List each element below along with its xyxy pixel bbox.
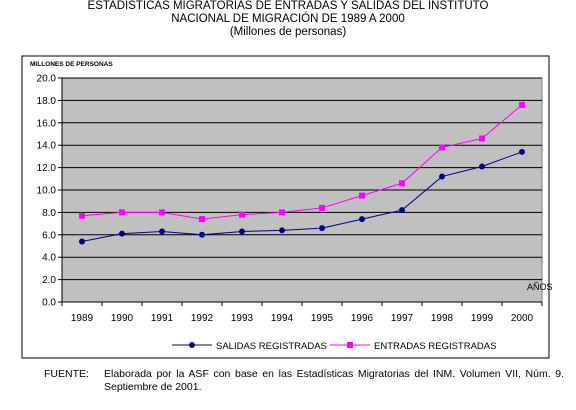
legend-label-salidas: SALIDAS REGISTRADAS	[216, 341, 327, 352]
x-tick-label: 1997	[391, 313, 414, 324]
source-label: FUENTE:	[44, 368, 89, 380]
y-tick-label: 4.0	[42, 253, 56, 264]
data-point-salidas	[439, 173, 445, 180]
data-point-entradas	[199, 216, 205, 223]
data-point-salidas	[199, 231, 205, 238]
y-tick-label: 18.0	[37, 96, 57, 107]
y-tick-label: 10.0	[37, 186, 57, 197]
data-point-salidas	[159, 228, 165, 235]
x-tick-label: 1989	[71, 313, 94, 324]
y-tick-label: 12.0	[37, 163, 57, 174]
x-tick-label: 1994	[271, 313, 294, 324]
chart-title-block: ESTADÍSTICAS MIGRATORIAS DE ENTRADAS Y S…	[0, 0, 576, 39]
chart-title-line-2: NACIONAL DE MIGRACIÓN DE 1989 A 2000	[171, 13, 405, 25]
y-tick-label: 14.0	[37, 141, 57, 152]
source-text: Elaborada por la ASF con base en las Est…	[104, 368, 564, 393]
data-point-salidas	[359, 216, 365, 223]
data-point-entradas	[479, 135, 485, 142]
y-tick-label: 6.0	[42, 230, 56, 241]
data-point-salidas	[119, 230, 125, 237]
x-axis-ticks: 1989 1990 1991 1992 1993 1994 1995 1996 1997 1998…	[61, 78, 543, 324]
data-point-salidas	[519, 148, 525, 155]
y-tick-label: 2.0	[42, 275, 56, 286]
y-tick-label: 0.0	[42, 298, 56, 309]
legend: SALIDAS REGISTRADAS ENTRADAS REGISTRADAS	[172, 341, 496, 352]
x-axis-label: AÑOS	[527, 282, 553, 292]
data-point-salidas	[319, 225, 325, 232]
data-point-salidas	[479, 163, 485, 170]
y-axis-ticks: 0.0 2.0 4.0 6.0 8.0 10.0 12.0 14.0 16.0 18.0 20.0	[37, 74, 62, 309]
data-point-entradas	[519, 101, 525, 108]
y-tick-label: 20.0	[37, 74, 57, 85]
x-tick-label: 1998	[431, 313, 454, 324]
chart-title-line-1: ESTADÍSTICAS MIGRATORIAS DE ENTRADAS Y S…	[87, 0, 489, 12]
x-tick-label: 2000	[511, 313, 534, 324]
x-tick-label: 1992	[191, 313, 214, 324]
legend-marker-entradas	[347, 342, 353, 348]
data-point-entradas	[239, 211, 245, 218]
y-tick-label: 8.0	[42, 208, 56, 219]
y-axis-label: MILLONES DE PERSONAS	[30, 61, 113, 68]
data-point-entradas	[159, 209, 165, 216]
data-point-salidas	[399, 207, 405, 214]
data-point-entradas	[399, 180, 405, 187]
series-line-entradas	[81, 104, 523, 220]
x-tick-label: 1999	[471, 313, 494, 324]
legend-marker-salidas	[189, 342, 195, 348]
y-tick-label: 16.0	[37, 118, 57, 129]
data-point-entradas	[279, 209, 285, 216]
data-point-entradas	[359, 192, 365, 199]
data-point-salidas	[279, 227, 285, 234]
data-point-entradas	[439, 144, 445, 151]
data-point-entradas	[79, 212, 85, 219]
series-line-salidas	[81, 151, 523, 243]
legend-label-entradas: ENTRADAS REGISTRADAS	[374, 341, 496, 352]
x-tick-label: 1996	[351, 313, 374, 324]
data-point-salidas	[79, 238, 85, 245]
x-tick-label: 1990	[111, 313, 134, 324]
data-point-entradas	[319, 204, 325, 211]
chart-subtitle: (Millones de personas)	[229, 26, 347, 38]
x-tick-label: 1991	[151, 313, 174, 324]
data-point-salidas	[239, 228, 245, 235]
x-tick-label: 1993	[231, 313, 254, 324]
x-tick-label: 1995	[311, 313, 334, 324]
series-group	[79, 101, 525, 245]
data-point-entradas	[119, 209, 125, 216]
